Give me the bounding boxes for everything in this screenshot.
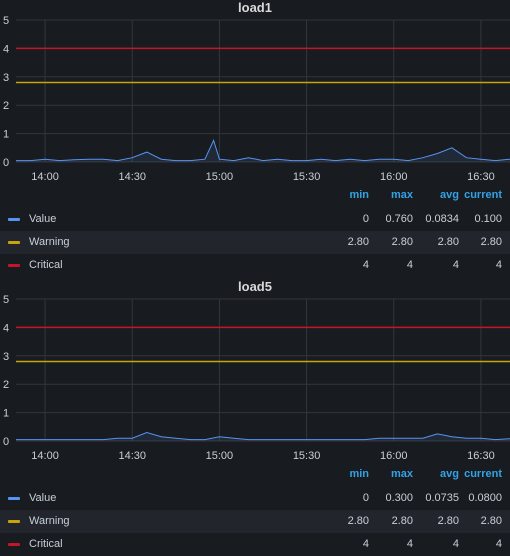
- x-tick-label: 14:30: [118, 171, 146, 183]
- legend-table: min max avg current Value 0 0.300 0.0735…: [0, 465, 510, 556]
- legend-min-value: 0: [362, 213, 369, 225]
- y-tick-label: 2: [3, 100, 9, 112]
- legend-min-value: 2.80: [347, 515, 369, 527]
- series-color-swatch[interactable]: [8, 497, 20, 500]
- legend-current-value: 4: [495, 259, 502, 271]
- legend-current-value: 2.80: [480, 515, 502, 527]
- legend-current-value: 0.0800: [468, 492, 502, 504]
- legend-min-value: 4: [362, 538, 369, 550]
- y-tick-label: 0: [3, 157, 9, 169]
- legend-row-critical[interactable]: Critical 4 4 4 4: [0, 254, 510, 277]
- x-tick-label: 16:00: [380, 171, 408, 183]
- legend-max-value: 4: [406, 259, 413, 271]
- legend-header-avg[interactable]: avg: [440, 189, 459, 201]
- legend-series-label[interactable]: Critical: [29, 538, 63, 550]
- x-tick-label: 14:30: [118, 450, 146, 462]
- legend-avg-value: 2.80: [437, 236, 459, 248]
- series-color-swatch[interactable]: [8, 543, 20, 546]
- y-tick-label: 4: [3, 43, 9, 55]
- legend-current-value: 2.80: [480, 236, 502, 248]
- panel-title[interactable]: load5: [238, 279, 272, 294]
- series-color-swatch[interactable]: [8, 241, 20, 244]
- y-tick-label: 3: [3, 72, 9, 84]
- legend-max-value: 4: [406, 538, 413, 550]
- x-tick-label: 16:30: [467, 450, 495, 462]
- legend-max-value: 2.80: [391, 236, 413, 248]
- legend-series-label[interactable]: Warning: [29, 515, 70, 527]
- series-color-swatch[interactable]: [8, 264, 20, 267]
- legend-current-value: 0.100: [474, 213, 502, 225]
- x-tick-label: 16:30: [467, 171, 495, 183]
- y-tick-label: 4: [3, 322, 9, 334]
- x-tick-label: 14:00: [31, 171, 59, 183]
- series-area-value: [16, 432, 510, 441]
- line-chart[interactable]: 0 1 2 3 4 5 14:00 14:30 15:00 15:30 16:00 16:30: [0, 295, 510, 465]
- legend-min-value: 0: [362, 492, 369, 504]
- legend-series-label[interactable]: Value: [29, 492, 57, 504]
- legend-series-label[interactable]: Value: [29, 213, 57, 225]
- graph-panel-load1: load1 0 1 2 3 4 5 14:00 14:30 15:00 15:30 16:00 16:…: [0, 0, 510, 271]
- x-tick-label: 15:30: [293, 171, 321, 183]
- x-tick-label: 14:00: [31, 450, 59, 462]
- legend-row-warning[interactable]: Warning 2.80 2.80 2.80 2.80: [0, 510, 510, 533]
- legend-min-value: 4: [362, 259, 369, 271]
- series-line-value[interactable]: [16, 139, 510, 162]
- legend-header-avg[interactable]: avg: [440, 468, 459, 480]
- legend-header-min[interactable]: min: [349, 468, 369, 480]
- legend-current-value: 4: [495, 538, 502, 550]
- series-color-swatch[interactable]: [8, 520, 20, 523]
- legend-avg-value: 4: [452, 259, 459, 271]
- legend-max-value: 2.80: [391, 515, 413, 527]
- x-tick-label: 15:00: [206, 171, 234, 183]
- x-tick-label: 15:30: [293, 450, 321, 462]
- legend-series-label[interactable]: Warning: [29, 236, 70, 248]
- y-tick-label: 1: [3, 129, 9, 141]
- legend-header-current[interactable]: current: [464, 468, 502, 480]
- x-tick-label: 15:00: [206, 450, 234, 462]
- legend-avg-value: 4: [452, 538, 459, 550]
- y-tick-label: 2: [3, 379, 9, 391]
- legend-avg-value: 0.0834: [425, 213, 459, 225]
- series-area-value: [16, 140, 510, 162]
- legend-header-max[interactable]: max: [390, 468, 413, 480]
- y-tick-label: 5: [3, 295, 9, 306]
- legend-max-value: 0.760: [385, 213, 413, 225]
- legend-row-value[interactable]: Value 0 0.300 0.0735 0.0800: [0, 487, 510, 510]
- line-chart[interactable]: 0 1 2 3 4 5 14:00 14:30 15:00 15:30 16:00 16:30: [0, 16, 510, 186]
- legend-row-warning[interactable]: Warning 2.80 2.80 2.80 2.80: [0, 231, 510, 254]
- legend-row-critical[interactable]: Critical 4 4 4 4: [0, 533, 510, 556]
- legend-header: min max avg current: [0, 465, 510, 487]
- x-tick-label: 16:00: [380, 450, 408, 462]
- legend-max-value: 0.300: [385, 492, 413, 504]
- legend-header-min[interactable]: min: [349, 189, 369, 201]
- legend-header: min max avg current: [0, 186, 510, 208]
- legend-header-current[interactable]: current: [464, 189, 502, 201]
- legend-min-value: 2.80: [347, 236, 369, 248]
- panel-title[interactable]: load1: [238, 0, 272, 15]
- legend-avg-value: 2.80: [437, 515, 459, 527]
- legend-series-label[interactable]: Critical: [29, 259, 63, 271]
- legend-row-value[interactable]: Value 0 0.760 0.0834 0.100: [0, 208, 510, 231]
- legend-header-max[interactable]: max: [390, 189, 413, 201]
- y-tick-label: 1: [3, 408, 9, 420]
- graph-panel-load5: load5 0 1 2 3 4 5 14:00 14:30 15:00 15:30 16:00 16:…: [0, 279, 510, 550]
- y-tick-label: 5: [3, 16, 9, 27]
- series-color-swatch[interactable]: [8, 218, 20, 221]
- series-line-value[interactable]: [16, 431, 510, 441]
- y-tick-label: 3: [3, 351, 9, 363]
- y-tick-label: 0: [3, 436, 9, 448]
- legend-table: min max avg current Value 0 0.760 0.0834…: [0, 186, 510, 277]
- legend-avg-value: 0.0735: [425, 492, 459, 504]
